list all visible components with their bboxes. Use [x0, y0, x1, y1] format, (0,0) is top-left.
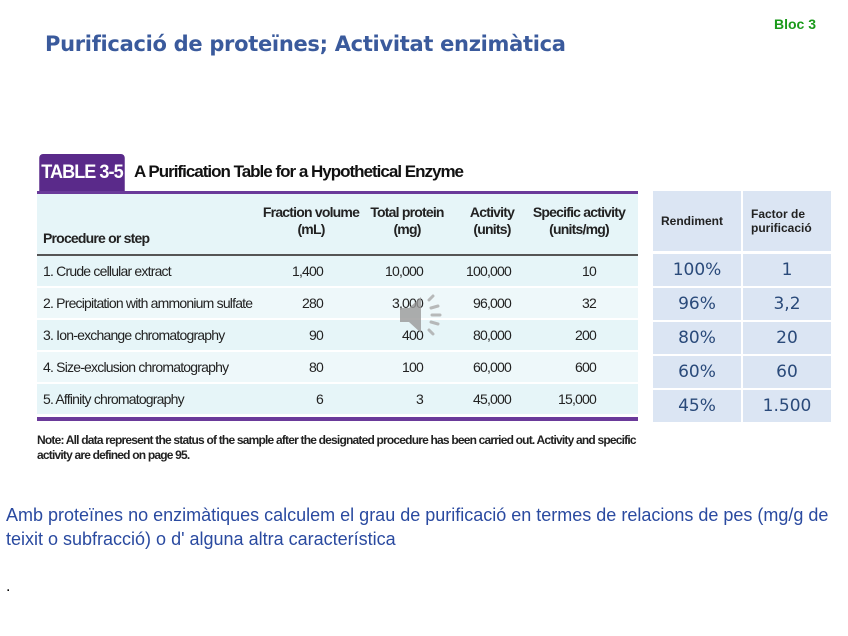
table-cell: 32: [582, 295, 597, 311]
factor-cell: 20: [743, 322, 831, 354]
header-text: Total protein: [370, 204, 444, 220]
table-note: Note: All data represent the status of t…: [37, 433, 637, 462]
table-cell: 90: [309, 327, 324, 343]
header-text: Fraction volume: [262, 204, 360, 220]
table-row: 2. Precipitation with ammonium sulfate 28…: [37, 288, 638, 320]
bloc-label: Bloc 3: [774, 16, 817, 32]
header-protein: Total protein (mg): [367, 204, 447, 238]
table-title: A Purification Table for a Hypothetical …: [134, 162, 464, 181]
factor-cell: 1.500: [743, 390, 831, 422]
divider: [37, 417, 638, 421]
rendiment-cell: 100%: [653, 254, 741, 286]
trailing-dot: .: [6, 578, 11, 595]
table-cell: 80: [309, 359, 324, 375]
header-unit: (units/mg): [549, 221, 609, 237]
table-cell: 400: [402, 327, 424, 343]
table-row: 3. Ion-exchange chromatography 90 400 80,00…: [37, 320, 638, 352]
header-text: Activity: [469, 204, 515, 220]
table-cell: 2. Precipitation with ammonium sulfate: [43, 295, 253, 311]
yield-row: 60% 60: [653, 356, 833, 388]
header-procedure: Procedure or step: [43, 230, 150, 246]
rendiment-cell: 60%: [653, 356, 741, 388]
table-cell: 3: [416, 391, 424, 407]
table-cell: 96,000: [472, 295, 512, 311]
table-cell: 100,000: [465, 263, 512, 279]
divider: [37, 191, 638, 194]
table-cell: 600: [575, 359, 597, 375]
factor-cell: 1: [743, 254, 831, 286]
table-row: 1. Crude cellular extract 1,400 10,000 100,…: [37, 256, 638, 288]
header-unit: (units): [473, 221, 511, 237]
header-specific: Specific activity (units/mg): [529, 204, 629, 238]
header-rendiment: Rendiment: [653, 191, 741, 251]
table-cell: 60,000: [472, 359, 512, 375]
header-unit: (mL): [297, 221, 325, 237]
yield-row: 80% 20: [653, 322, 833, 354]
header-unit: (mg): [393, 221, 421, 237]
yield-row: 45% 1.500: [653, 390, 833, 422]
table-cell: 10: [582, 263, 597, 279]
yield-table: Rendiment Factor de purificació 100% 1 96%…: [653, 191, 833, 424]
slide-title: Purificació de proteïnes; Activitat enzi…: [45, 32, 566, 56]
table-header: Procedure or step Fraction volume (mL) To…: [37, 194, 638, 256]
table-cell: 3. Ion-exchange chromatography: [43, 327, 225, 343]
header-volume: Fraction volume (mL): [261, 204, 361, 238]
table-cell: 280: [302, 295, 324, 311]
factor-cell: 60: [743, 356, 831, 388]
table-cell: 5. Affinity chromatography: [43, 391, 185, 407]
header-activity: Activity (units): [462, 204, 522, 238]
header-factor: Factor de purificació: [743, 191, 831, 251]
table-cell: 100: [402, 359, 424, 375]
purification-table: Procedure or step Fraction volume (mL) To…: [37, 194, 638, 416]
table-cell: 4. Size-exclusion chromatography: [43, 359, 229, 375]
rendiment-cell: 96%: [653, 288, 741, 320]
yield-row: 96% 3,2: [653, 288, 833, 320]
yield-row: 100% 1: [653, 254, 833, 286]
rendiment-cell: 45%: [653, 390, 741, 422]
table-row: 4. Size-exclusion chromatography 80 100 60,…: [37, 352, 638, 384]
table-cell: 1,400: [291, 263, 324, 279]
factor-cell: 3,2: [743, 288, 831, 320]
table-badge: TABLE 3-5: [39, 154, 125, 192]
header-text: Specific activity: [532, 204, 626, 220]
table-cell: 1. Crude cellular extract: [43, 263, 172, 279]
table-cell: 10,000: [384, 263, 424, 279]
rendiment-cell: 80%: [653, 322, 741, 354]
table-cell: 45,000: [472, 391, 512, 407]
yield-header: Rendiment Factor de purificació: [653, 191, 833, 251]
table-cell: 80,000: [472, 327, 512, 343]
table-cell: 6: [316, 391, 324, 407]
body-paragraph: Amb proteïnes no enzimàtiques calculem e…: [6, 505, 829, 549]
table-row: 5. Affinity chromatography 6 3 45,000 15,000: [37, 384, 638, 416]
table-cell: 200: [575, 327, 597, 343]
table-cell: 15,000: [557, 391, 597, 407]
speaker-icon[interactable]: [396, 290, 452, 340]
